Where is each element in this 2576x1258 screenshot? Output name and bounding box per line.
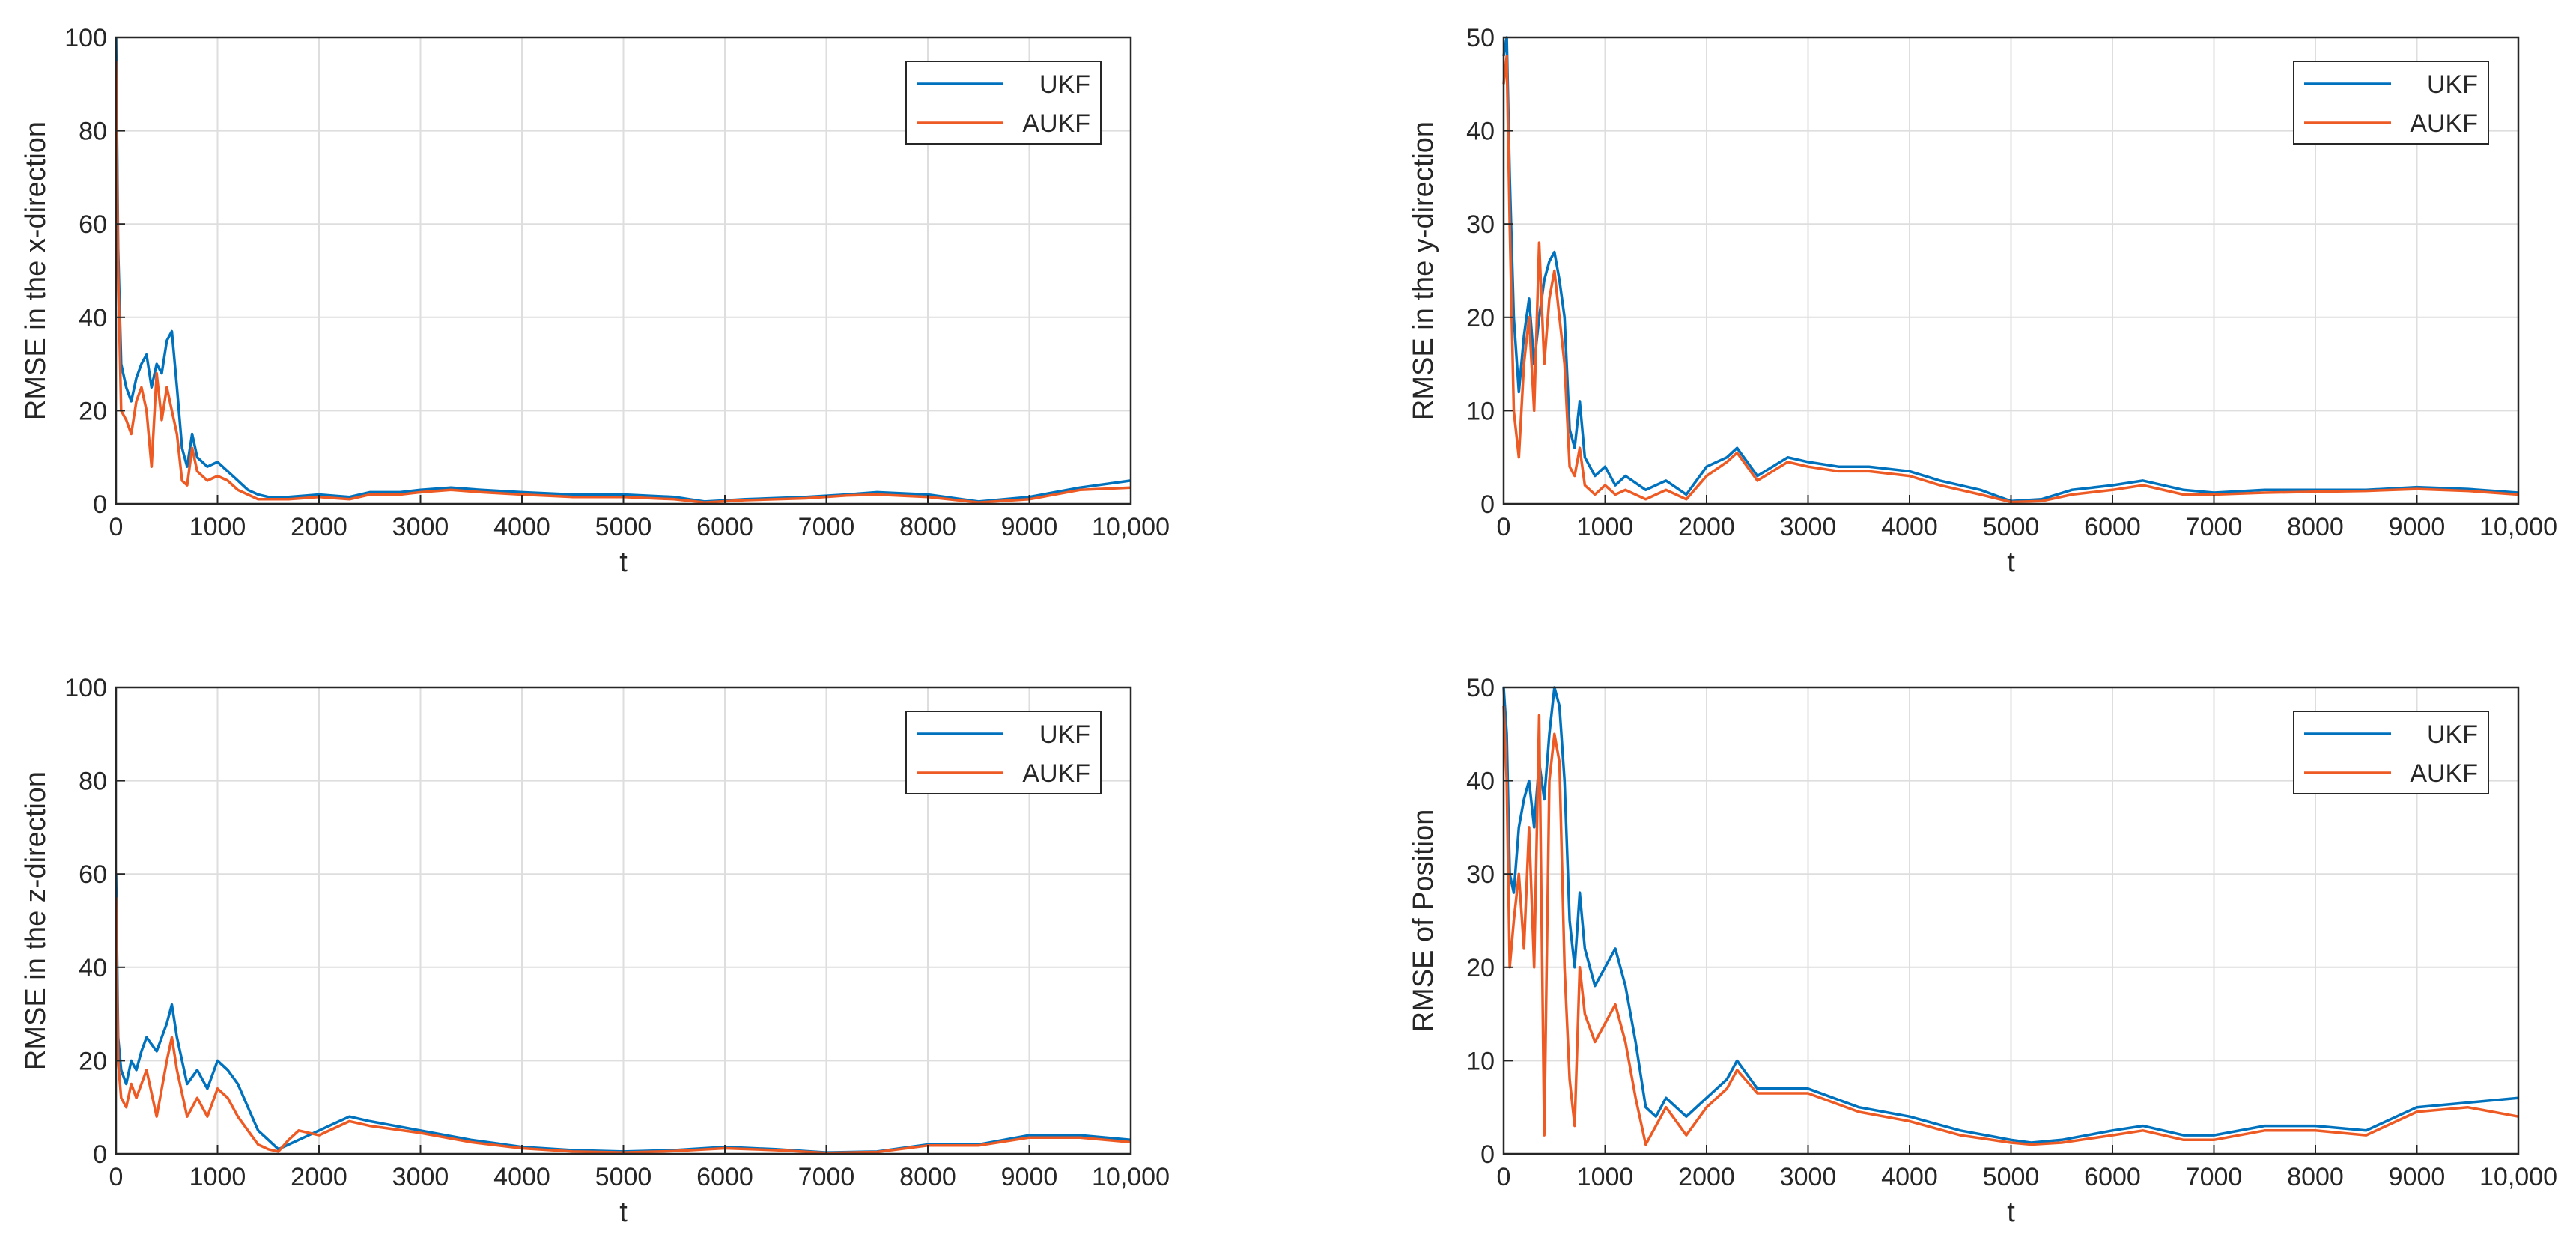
x-tick-label: 0 <box>109 1163 124 1191</box>
y-tick-label: 40 <box>1466 768 1495 796</box>
x-tick-label: 6000 <box>2084 1163 2141 1191</box>
y-tick-label: 0 <box>1480 490 1495 519</box>
legend-label-ukf: UKF <box>1039 70 1090 99</box>
x-tick-label: 1000 <box>1577 513 1634 541</box>
legend-box <box>905 711 1102 794</box>
x-tick-label: 7000 <box>2186 513 2243 541</box>
x-tick-label: 0 <box>1497 1163 1511 1191</box>
y-tick-label: 80 <box>79 768 107 796</box>
legend-box <box>2293 61 2489 145</box>
y-tick-label: 80 <box>79 118 107 146</box>
y-tick-label: 50 <box>1466 674 1495 702</box>
panel-z-direction: 0 1000 2000 3000 4000 5000 6000 7000 8000 9000 10,… <box>20 674 1170 1228</box>
x-tick-label: 7000 <box>798 1163 855 1191</box>
x-tick-label: 4000 <box>1881 513 1938 541</box>
legend-label-ukf: UKF <box>2427 70 2478 99</box>
x-tick-label: 9000 <box>1001 1163 1058 1191</box>
y-tick-label: 30 <box>1466 210 1495 239</box>
x-tick-label: 1000 <box>189 1163 246 1191</box>
y-axis-label: RMSE in the x-direction <box>20 121 52 420</box>
x-tick-label: 6000 <box>696 1163 753 1191</box>
x-tick-label: 8000 <box>2287 513 2344 541</box>
y-tick-label: 20 <box>79 1047 107 1075</box>
y-tick-label: 20 <box>1466 304 1495 332</box>
x-tick-label: 4000 <box>493 1163 550 1191</box>
series-line-aukf <box>1502 55 2519 504</box>
series-line-aukf <box>1502 705 2519 1146</box>
x-tick-label: 4000 <box>1881 1163 1938 1191</box>
x-tick-label: 5000 <box>595 1163 652 1191</box>
series-line-aukf <box>115 61 1131 504</box>
x-tick-label: 2000 <box>291 1163 347 1191</box>
legend-box <box>905 61 1102 145</box>
y-axis-label: RMSE in the z-direction <box>20 771 52 1070</box>
y-tick-label: 10 <box>1466 397 1495 425</box>
y-tick-label: 100 <box>64 24 107 52</box>
y-tick-label: 60 <box>79 860 107 889</box>
x-tick-label: 9000 <box>2389 1163 2446 1191</box>
x-tick-label: 2000 <box>291 513 347 541</box>
y-tick-label: 50 <box>1466 24 1495 52</box>
y-tick-label: 40 <box>79 954 107 982</box>
legend-label-ukf: UKF <box>2427 720 2478 749</box>
y-axis-label: RMSE of Position <box>1408 809 1439 1033</box>
legend-label-aukf: AUKF <box>1022 109 1090 138</box>
x-tick-label: 5000 <box>595 513 652 541</box>
panel-position: 0 1000 2000 3000 4000 5000 6000 7000 8000 9000 10,… <box>1408 674 2557 1228</box>
x-tick-label: 7000 <box>798 513 855 541</box>
x-tick-label: 10,000 <box>1092 1163 1170 1191</box>
x-tick-label: 0 <box>109 513 124 541</box>
x-tick-label: 1000 <box>189 513 246 541</box>
x-tick-label: 10,000 <box>2479 513 2557 541</box>
y-tick-label: 10 <box>1466 1047 1495 1075</box>
x-tick-label: 7000 <box>2186 1163 2243 1191</box>
legend-label-aukf: AUKF <box>2410 759 2478 788</box>
x-axis-label: t <box>2007 1197 2015 1228</box>
x-tick-label: 8000 <box>2287 1163 2344 1191</box>
x-tick-label: 3000 <box>1780 1163 1837 1191</box>
x-tick-label: 8000 <box>899 513 956 541</box>
series-line-ukf <box>1502 36 2519 503</box>
x-tick-label: 4000 <box>493 513 550 541</box>
y-tick-label: 0 <box>93 1140 107 1169</box>
y-tick-label: 60 <box>79 210 107 239</box>
x-tick-label: 0 <box>1497 513 1511 541</box>
panel-y-direction: 0 1000 2000 3000 4000 5000 6000 7000 8000 9000 10,… <box>1408 24 2557 578</box>
x-axis-label: t <box>2007 547 2015 578</box>
x-tick-label: 2000 <box>1678 1163 1735 1191</box>
legend-label-aukf: AUKF <box>2410 109 2478 138</box>
y-tick-label: 40 <box>79 304 107 332</box>
x-tick-label: 9000 <box>2389 513 2446 541</box>
x-tick-label: 3000 <box>392 513 449 541</box>
y-axis-label: RMSE in the y-direction <box>1408 121 1439 420</box>
x-tick-label: 1000 <box>1577 1163 1634 1191</box>
x-axis-label: t <box>619 547 628 578</box>
y-tick-label: 0 <box>93 490 107 519</box>
y-tick-label: 40 <box>1466 118 1495 146</box>
x-tick-label: 10,000 <box>1092 513 1170 541</box>
y-tick-label: 0 <box>1480 1140 1495 1169</box>
x-tick-label: 3000 <box>1780 513 1837 541</box>
legend-label-aukf: AUKF <box>1022 759 1090 788</box>
y-tick-label: 100 <box>64 674 107 702</box>
x-tick-label: 6000 <box>2084 513 2141 541</box>
y-tick-label: 30 <box>1466 860 1495 889</box>
panel-x-direction: 0 1000 2000 3000 4000 5000 6000 7000 8000 9000 10,… <box>20 24 1170 578</box>
legend-box <box>2293 711 2489 794</box>
series-line-aukf <box>115 897 1131 1155</box>
x-tick-label: 5000 <box>1983 1163 2040 1191</box>
x-tick-label: 10,000 <box>2479 1163 2557 1191</box>
y-tick-label: 20 <box>1466 954 1495 982</box>
y-tick-label: 20 <box>79 397 107 425</box>
x-tick-label: 6000 <box>696 513 753 541</box>
x-tick-label: 8000 <box>899 1163 956 1191</box>
legend-label-ukf: UKF <box>1039 720 1090 749</box>
x-tick-label: 9000 <box>1001 513 1058 541</box>
x-axis-label: t <box>619 1197 628 1228</box>
x-tick-label: 5000 <box>1983 513 2040 541</box>
x-tick-label: 3000 <box>392 1163 449 1191</box>
x-tick-label: 2000 <box>1678 513 1735 541</box>
